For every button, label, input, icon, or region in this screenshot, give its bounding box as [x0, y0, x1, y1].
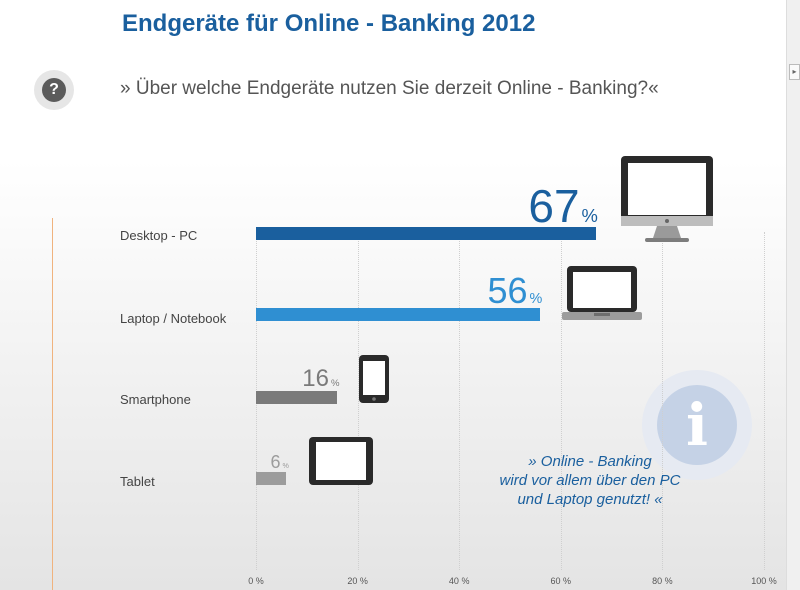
value-label: 56% [487, 270, 542, 312]
value-number: 6 [270, 452, 281, 472]
value-unit: % [282, 461, 289, 470]
gridline [662, 232, 664, 570]
gridline [560, 232, 563, 570]
x-tick-label: 0 % [248, 576, 264, 586]
value-label: 6% [270, 452, 288, 473]
category-label: Smartphone [120, 392, 191, 407]
question-icon: ? [34, 70, 74, 110]
laptop-icon [561, 264, 643, 327]
smartphone-icon [358, 354, 390, 409]
question-mark-icon: ? [42, 78, 66, 102]
value-unit: % [330, 378, 340, 389]
note-line-1: » Online - Banking [528, 453, 652, 470]
category-label: Laptop / Notebook [120, 311, 227, 326]
note-line-3: und Laptop genutzt! « [517, 491, 663, 508]
survey-question: » Über welche Endgeräte nutzen Sie derze… [120, 78, 659, 99]
x-tick-label: 80 % [652, 576, 673, 586]
value-number: 56 [487, 270, 528, 311]
x-tick-label: 20 % [347, 576, 368, 586]
value-unit: % [581, 205, 598, 226]
conclusion-note: » Online - Banking wird vor allem über d… [470, 452, 710, 509]
scrollbar[interactable]: ▸ [786, 0, 800, 590]
value-number: 67 [528, 180, 580, 232]
axis-baseline [52, 218, 53, 590]
value-unit: % [529, 291, 543, 307]
gridline [764, 232, 766, 570]
category-label: Desktop - PC [120, 228, 198, 243]
bar [256, 391, 338, 404]
value-label: 16% [302, 365, 339, 393]
x-tick-label: 40 % [448, 576, 470, 586]
value-label: 67% [528, 179, 598, 233]
x-tick-label: 60 % [550, 576, 572, 586]
gridline [357, 232, 360, 570]
info-icon: i [642, 370, 752, 480]
value-number: 16 [302, 365, 329, 392]
page-title: Endgeräte für Online - Banking 2012 [122, 10, 536, 37]
note-line-2: wird vor allem über den PC [499, 472, 681, 489]
category-label: Tablet [120, 474, 155, 489]
tablet-icon [308, 436, 374, 491]
x-tick-label: 100 % [751, 576, 777, 586]
gridline [459, 232, 461, 570]
scroll-up-arrow-icon[interactable]: ▸ [789, 64, 800, 80]
bar [256, 472, 287, 485]
bar [256, 308, 541, 321]
desktop-monitor-icon [619, 154, 715, 249]
info-letter: i [657, 385, 737, 465]
bar [256, 227, 597, 240]
